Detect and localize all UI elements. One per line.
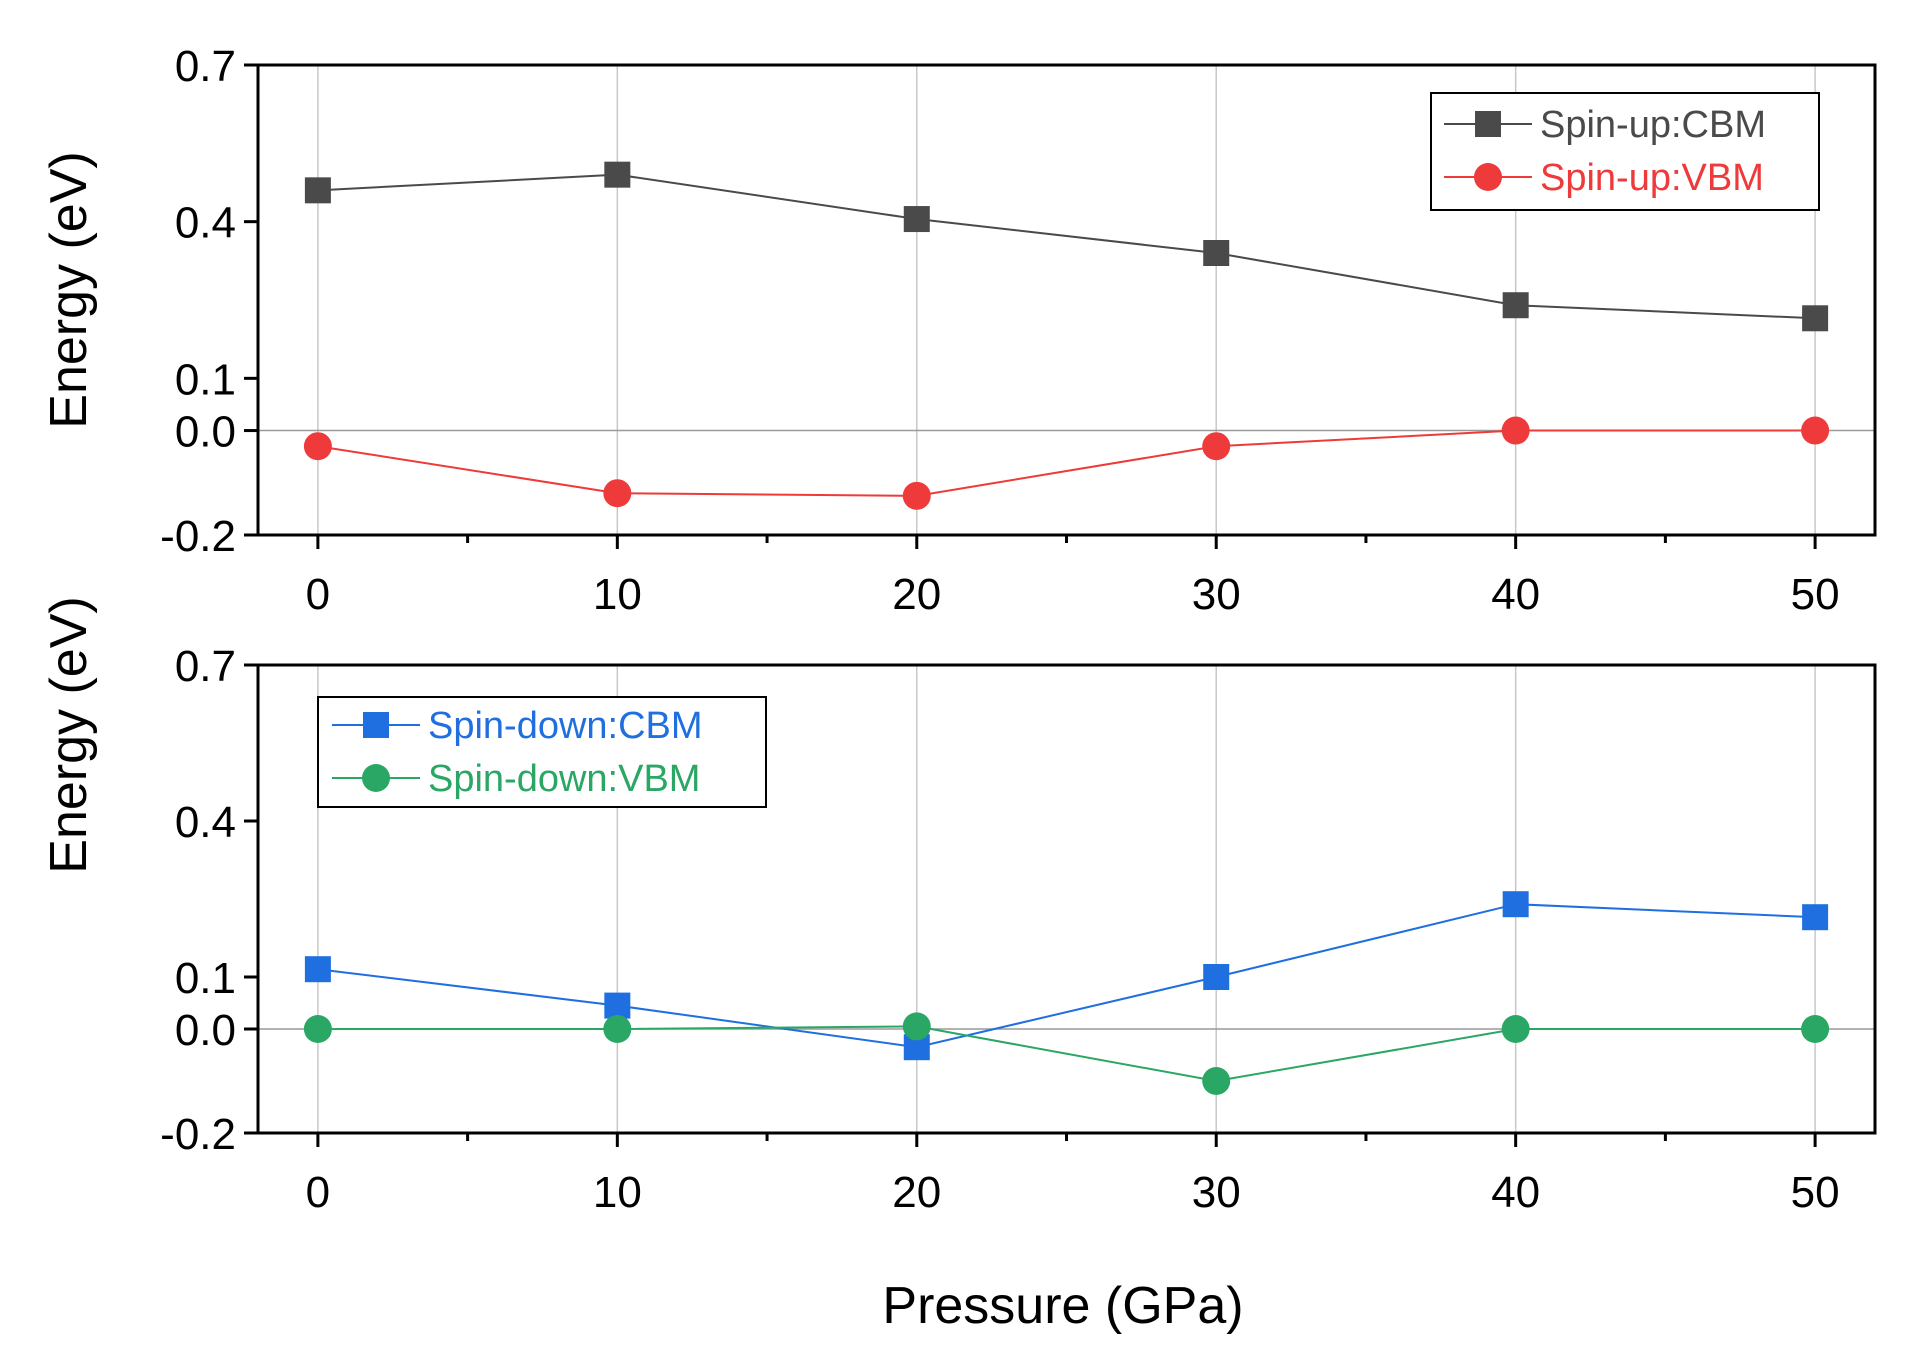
legend-label-spin-down-cbm: Spin-down:CBM bbox=[428, 705, 703, 747]
data-point-spin-up-cbm bbox=[304, 177, 331, 204]
data-point-spin-up-vbm bbox=[1501, 416, 1530, 445]
x-tick-label: 50 bbox=[1791, 1168, 1840, 1217]
data-point-spin-down-vbm bbox=[1801, 1015, 1830, 1043]
bottom-series-lines bbox=[317, 903, 1816, 1083]
y-tick-label: 0.1 bbox=[175, 954, 236, 1003]
data-point-spin-up-cbm bbox=[1203, 240, 1230, 266]
bottom-panel: -0.2 0.00.1 0.4 0.7 0 10 20 30 40 50 Energy (eV)… bbox=[40, 596, 1877, 1335]
data-point-spin-up-cbm bbox=[1802, 305, 1829, 332]
bottom-series-markers bbox=[303, 891, 1830, 1095]
x-axis-title: Pressure (GPa) bbox=[882, 1277, 1243, 1335]
top-series-markers bbox=[303, 161, 1830, 510]
bottom-y-tick-labels: -0.2 0.00.1 0.4 0.7 bbox=[160, 642, 236, 1159]
data-point-spin-up-cbm bbox=[604, 161, 631, 188]
y-tick-label: 0.4 bbox=[175, 199, 236, 248]
legend-marker-spin-up-cbm bbox=[1475, 111, 1501, 137]
data-point-spin-down-cbm bbox=[1502, 891, 1529, 918]
y-tick-label: -0.2 bbox=[160, 1110, 236, 1159]
y-tick-label: 0.1 bbox=[175, 355, 236, 404]
data-point-spin-down-vbm bbox=[303, 1015, 332, 1043]
data-point-spin-up-cbm bbox=[903, 206, 930, 233]
x-tick-label: 50 bbox=[1791, 570, 1840, 619]
bottom-legend-box bbox=[317, 696, 767, 808]
x-tick-label: 40 bbox=[1491, 1168, 1540, 1217]
legend-marker-spin-down-cbm bbox=[363, 712, 389, 738]
x-tick-label: 10 bbox=[593, 570, 642, 619]
data-point-spin-up-cbm bbox=[1502, 292, 1529, 319]
data-point-spin-up-vbm bbox=[603, 479, 632, 508]
bottom-axis-ticks bbox=[244, 663, 1817, 1147]
x-tick-label: 40 bbox=[1491, 570, 1540, 619]
top-axis-ticks bbox=[244, 63, 1817, 549]
top-series-lines bbox=[317, 173, 1816, 497]
legend-marker-spin-up-vbm bbox=[1474, 163, 1502, 191]
data-point-spin-down-vbm bbox=[603, 1015, 632, 1043]
y-tick-label: 0.7 bbox=[175, 642, 236, 691]
data-point-spin-down-vbm bbox=[902, 1012, 931, 1041]
top-y-axis-title: Energy (eV) bbox=[40, 151, 98, 428]
legend-label-spin-up-cbm: Spin-up:CBM bbox=[1540, 104, 1766, 146]
series-line-spin-up-cbm bbox=[317, 173, 1816, 320]
data-point-spin-down-vbm bbox=[1501, 1015, 1530, 1043]
legend-marker-spin-down-vbm bbox=[362, 764, 390, 792]
top-legend: Spin-up:CBM Spin-up:VBM bbox=[1430, 92, 1820, 211]
data-point-spin-up-vbm bbox=[1202, 432, 1231, 461]
data-point-spin-down-cbm bbox=[304, 956, 331, 983]
y-tick-label: 0.0 bbox=[175, 1006, 236, 1055]
series-line-spin-down-vbm bbox=[317, 1025, 1816, 1083]
bottom-x-tick-labels: 0 10 20 30 40 50 bbox=[306, 1168, 1840, 1217]
x-tick-label: 0 bbox=[306, 1168, 330, 1217]
x-tick-label: 30 bbox=[1192, 570, 1241, 619]
top-y-tick-labels: -0.2 0.00.1 0.4 0.7 bbox=[160, 42, 236, 561]
y-tick-label: 0.0 bbox=[175, 408, 236, 457]
bottom-y-axis-title: Energy (eV) bbox=[40, 596, 98, 873]
x-tick-label: 30 bbox=[1192, 1168, 1241, 1217]
series-line-spin-down-cbm bbox=[317, 903, 1816, 1049]
data-point-spin-up-vbm bbox=[902, 481, 931, 510]
y-tick-label: 0.4 bbox=[175, 798, 236, 847]
x-tick-label: 20 bbox=[892, 1168, 941, 1217]
series-line-spin-up-vbm bbox=[317, 429, 1816, 497]
bottom-legend: Spin-down:CBM Spin-down:VBM bbox=[317, 696, 767, 808]
data-point-spin-down-cbm bbox=[604, 992, 631, 1019]
legend-label-spin-up-vbm: Spin-up:VBM bbox=[1540, 157, 1764, 199]
top-panel: -0.2 0.00.1 0.4 0.7 0 10 20 30 40 50 Energy (eV)… bbox=[40, 42, 1877, 619]
x-tick-label: 0 bbox=[306, 570, 330, 619]
data-point-spin-down-cbm bbox=[1802, 904, 1829, 931]
y-tick-label: -0.2 bbox=[160, 512, 236, 561]
data-point-spin-up-vbm bbox=[1801, 416, 1830, 445]
data-point-spin-down-cbm bbox=[1203, 964, 1230, 990]
data-point-spin-down-vbm bbox=[1202, 1067, 1231, 1095]
x-tick-label: 10 bbox=[593, 1168, 642, 1217]
legend-label-spin-down-vbm: Spin-down:VBM bbox=[428, 758, 700, 800]
data-point-spin-up-vbm bbox=[303, 432, 332, 461]
bottom-grid bbox=[317, 665, 1816, 1133]
x-tick-label: 20 bbox=[892, 570, 941, 619]
top-x-tick-labels: 0 10 20 30 40 50 bbox=[306, 570, 1840, 619]
y-tick-label: 0.7 bbox=[175, 42, 236, 91]
